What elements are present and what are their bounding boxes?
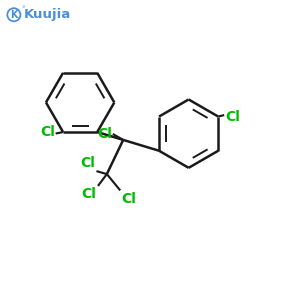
Text: Cl: Cl [80,156,95,170]
Text: Cl: Cl [40,125,55,139]
Text: Cl: Cl [97,127,112,141]
Text: Cl: Cl [82,188,96,202]
Text: K: K [10,10,18,20]
Text: Kuujia: Kuujia [24,8,71,21]
Text: °: ° [21,6,25,12]
Text: Cl: Cl [122,192,136,206]
Text: Cl: Cl [225,110,240,124]
